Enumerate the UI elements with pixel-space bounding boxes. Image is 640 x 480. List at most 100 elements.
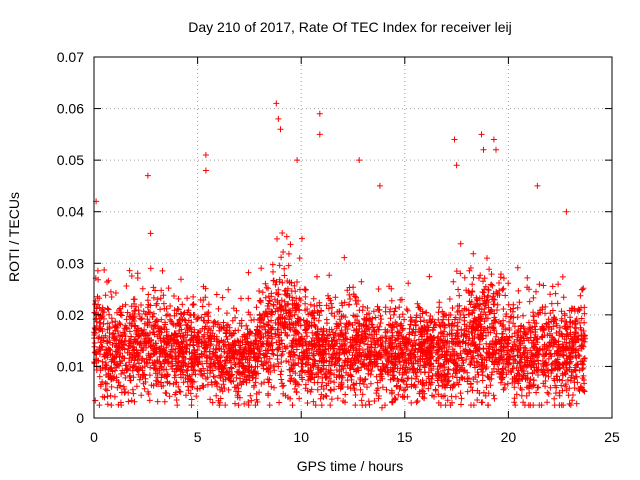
data-point bbox=[556, 376, 563, 383]
data-point bbox=[141, 372, 147, 379]
data-point bbox=[154, 333, 161, 340]
data-point bbox=[489, 369, 496, 376]
data-point bbox=[368, 368, 375, 374]
data-point bbox=[316, 336, 323, 343]
data-point bbox=[474, 387, 481, 394]
data-point bbox=[575, 306, 582, 313]
data-point bbox=[126, 267, 133, 274]
data-point-notable bbox=[376, 182, 383, 189]
data-point bbox=[194, 353, 201, 360]
data-point bbox=[232, 314, 239, 321]
y-tick-label: 0 bbox=[76, 410, 84, 426]
data-point bbox=[251, 316, 257, 323]
data-point bbox=[473, 358, 480, 365]
data-point bbox=[476, 295, 483, 302]
data-point bbox=[96, 402, 103, 409]
data-point bbox=[548, 353, 555, 360]
data-point bbox=[209, 399, 216, 406]
data-point bbox=[150, 310, 157, 317]
data-point bbox=[225, 286, 232, 293]
data-point bbox=[536, 402, 543, 409]
data-point bbox=[280, 249, 287, 255]
data-point bbox=[99, 307, 106, 314]
data-point bbox=[327, 354, 334, 361]
data-point bbox=[507, 306, 514, 313]
data-point bbox=[489, 351, 496, 358]
data-point bbox=[222, 329, 229, 336]
data-point bbox=[415, 336, 422, 343]
data-point bbox=[152, 366, 159, 373]
data-point bbox=[233, 384, 240, 391]
data-point bbox=[264, 329, 271, 336]
data-point bbox=[534, 339, 541, 346]
data-point bbox=[569, 347, 576, 354]
data-point bbox=[287, 313, 293, 320]
data-point bbox=[307, 376, 314, 383]
data-point bbox=[361, 356, 368, 363]
data-point bbox=[580, 328, 587, 334]
data-point bbox=[291, 360, 298, 367]
data-point bbox=[377, 371, 384, 378]
plot-frame bbox=[93, 56, 613, 419]
data-point bbox=[261, 313, 268, 319]
data-point bbox=[330, 334, 337, 341]
data-point bbox=[239, 339, 246, 346]
data-point bbox=[245, 295, 252, 302]
data-point bbox=[161, 305, 168, 312]
data-point bbox=[250, 340, 257, 347]
data-point bbox=[130, 347, 137, 354]
data-point bbox=[150, 382, 157, 389]
data-point bbox=[265, 332, 272, 339]
data-point bbox=[312, 323, 319, 330]
data-point bbox=[409, 328, 416, 335]
data-point bbox=[224, 310, 230, 317]
data-point bbox=[328, 310, 335, 317]
data-point-notable bbox=[316, 131, 323, 138]
data-point bbox=[399, 311, 406, 318]
data-point bbox=[377, 377, 384, 384]
data-point bbox=[503, 333, 510, 340]
data-point bbox=[539, 358, 546, 364]
data-point bbox=[472, 326, 479, 333]
data-point bbox=[183, 348, 190, 355]
data-point bbox=[199, 334, 206, 340]
data-point bbox=[215, 338, 222, 345]
data-point bbox=[350, 291, 357, 298]
data-point bbox=[232, 400, 238, 407]
data-point bbox=[296, 337, 303, 344]
data-point bbox=[463, 356, 470, 363]
data-point bbox=[470, 250, 477, 257]
data-point bbox=[420, 362, 427, 369]
data-point bbox=[101, 394, 108, 401]
data-point bbox=[436, 299, 443, 306]
y-tick-label: 0.04 bbox=[57, 204, 84, 220]
data-point bbox=[331, 313, 338, 320]
data-point bbox=[305, 323, 312, 330]
data-point bbox=[483, 315, 490, 322]
data-point bbox=[96, 373, 103, 380]
data-point bbox=[549, 307, 556, 314]
data-point bbox=[298, 349, 305, 356]
data-point bbox=[102, 386, 109, 393]
data-point bbox=[432, 386, 439, 393]
data-point bbox=[213, 379, 220, 386]
data-point bbox=[501, 356, 507, 363]
data-point bbox=[514, 264, 521, 271]
data-point bbox=[104, 387, 111, 394]
data-point bbox=[326, 351, 332, 358]
data-point bbox=[147, 364, 154, 371]
data-point bbox=[274, 352, 281, 359]
data-point bbox=[283, 292, 290, 299]
chart-title: Day 210 of 2017, Rate Of TEC Index for r… bbox=[188, 19, 511, 35]
data-point bbox=[253, 390, 260, 397]
data-point bbox=[352, 392, 359, 398]
data-point bbox=[567, 358, 574, 365]
data-point bbox=[263, 359, 270, 366]
data-point bbox=[464, 369, 471, 376]
data-point bbox=[555, 341, 562, 348]
data-point bbox=[393, 343, 400, 350]
data-point bbox=[491, 341, 498, 348]
data-point bbox=[270, 268, 276, 275]
data-point bbox=[316, 299, 323, 306]
data-point bbox=[461, 327, 468, 334]
